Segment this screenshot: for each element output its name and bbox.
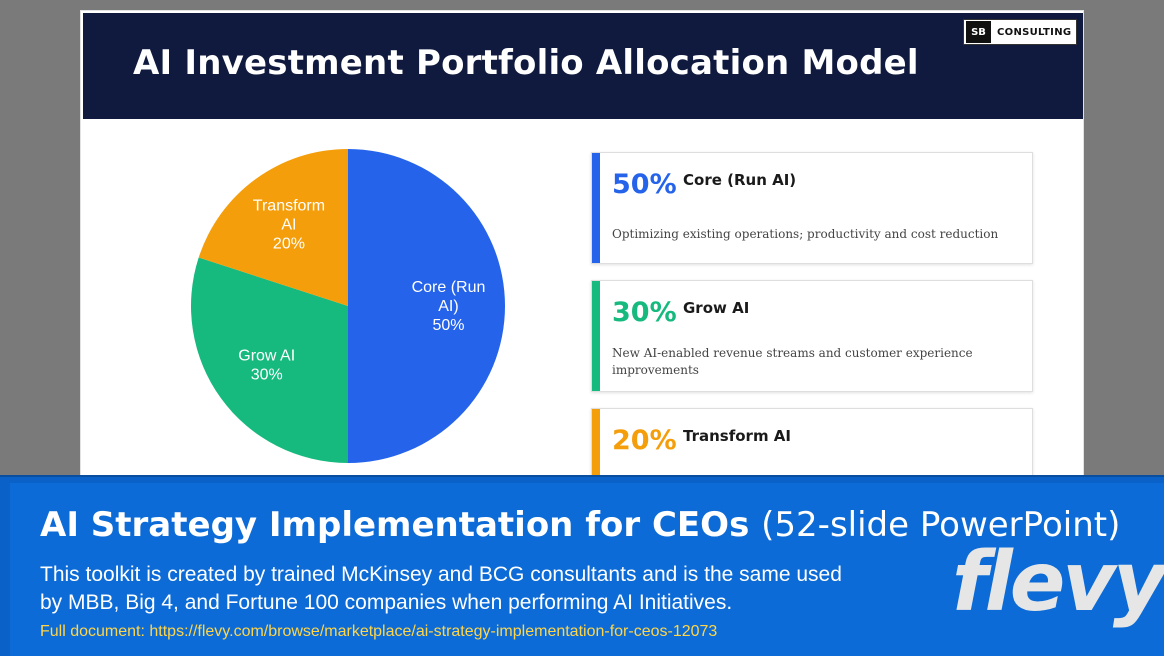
- allocation-pie-chart: Core (Run AI) 50% Grow AI 30% Transform AI 20%: [190, 149, 505, 463]
- pie-label-0-line-2: 50%: [432, 317, 464, 334]
- slide: AI Investment Portfolio Allocation Model…: [80, 10, 1084, 480]
- card-core: 50% Core (Run AI) Optimizing existing op…: [591, 152, 1033, 264]
- card-transform-percent: 20%: [612, 425, 677, 456]
- logo-text: CONSULTING: [997, 26, 1072, 38]
- card-core-description: Optimizing existing operations; producti…: [612, 227, 999, 241]
- slide-header: AI Investment Portfolio Allocation Model…: [83, 13, 1083, 119]
- pie-label-2-line-0: Transform: [253, 198, 325, 215]
- sb-consulting-logo: SB CONSULTING: [963, 19, 1077, 45]
- card-transform-name: Transform AI: [683, 427, 791, 445]
- banner-description: This toolkit is created by trained McKin…: [40, 563, 842, 614]
- pie-label-2-line-1: AI: [281, 217, 296, 234]
- slide-title: AI Investment Portfolio Allocation Model: [133, 43, 919, 83]
- pie-slice-transform-ai: [198, 149, 348, 306]
- pie-slice-grow-ai: [190, 257, 348, 463]
- banner-document-link[interactable]: Full document: https://flevy.com/browse/…: [40, 623, 718, 640]
- pie-label-0-line-1: AI): [438, 298, 458, 315]
- banner-title-main: AI Strategy Implementation for CEOs: [40, 505, 750, 545]
- card-grow: 30% Grow AI New AI-enabled revenue strea…: [591, 280, 1033, 392]
- card-grow-accent-bar: [592, 281, 600, 391]
- promo-banner-panel: [10, 483, 1164, 656]
- pie-slice-core-run-ai: [348, 149, 505, 463]
- pie-label-0-line-0: Core (Run: [412, 279, 486, 296]
- card-core-accent-bar: [592, 153, 600, 263]
- banner-title: AI Strategy Implementation for CEOs (52-…: [40, 505, 1120, 545]
- pie-label-1-line-1: 30%: [251, 367, 283, 384]
- logo-mark: SB: [966, 21, 991, 43]
- card-grow-description: New AI-enabled revenue streams and custo…: [612, 346, 973, 377]
- card-core-name: Core (Run AI): [683, 171, 797, 189]
- flevy-logo: flevy: [952, 535, 1164, 630]
- card-core-percent: 50%: [612, 169, 677, 200]
- card-grow-percent: 30%: [612, 297, 677, 328]
- card-transform: 20% Transform AI: [591, 408, 1033, 479]
- pie-label-2-line-2: 20%: [273, 236, 305, 253]
- banner-title-suffix: (52-slide PowerPoint): [761, 505, 1121, 545]
- card-grow-name: Grow AI: [683, 299, 750, 317]
- pie-label-1-line-0: Grow AI: [238, 348, 295, 365]
- card-transform-accent-bar: [592, 409, 600, 479]
- promo-banner: [0, 475, 1164, 656]
